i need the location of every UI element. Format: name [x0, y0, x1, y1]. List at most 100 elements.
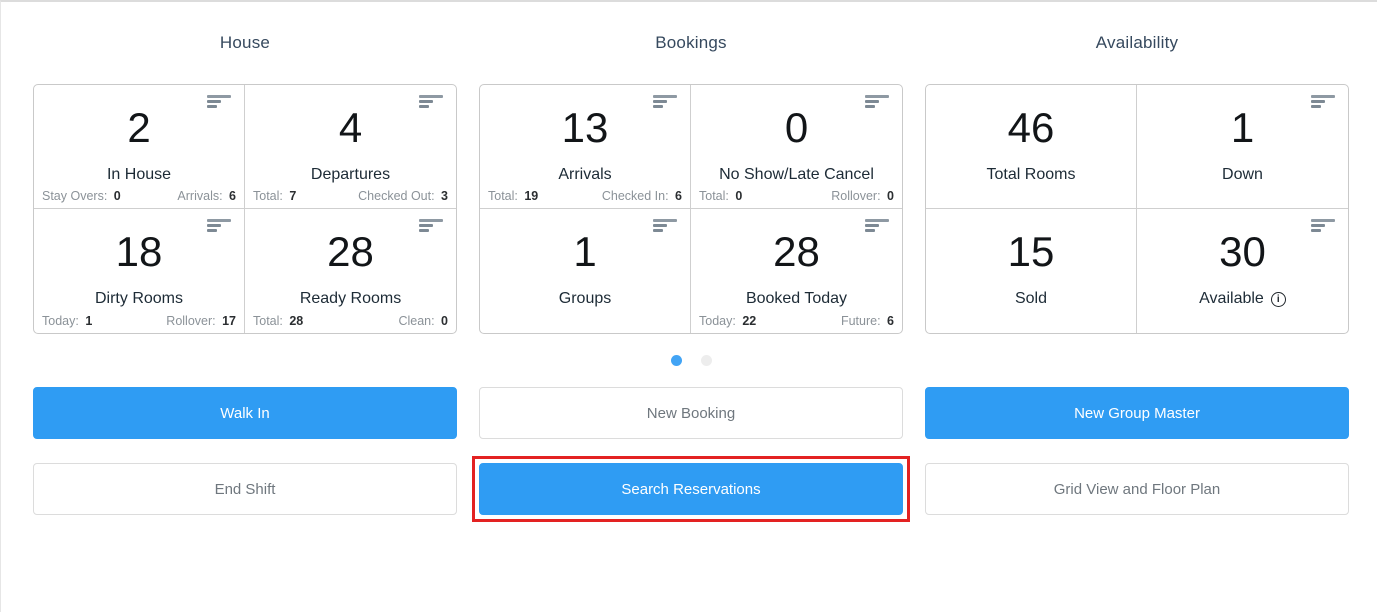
sort-lines-menu-icon[interactable] — [1311, 95, 1335, 111]
kpi-card-in-house[interactable]: 2 In House Stay Overs: 0 Arrivals: 6 — [34, 85, 245, 209]
info-icon[interactable]: i — [1270, 291, 1286, 307]
kpi-value: 30 — [1219, 228, 1266, 275]
end-shift-button[interactable]: End Shift — [33, 463, 457, 515]
kpi-label-text: Departures — [310, 166, 391, 183]
substat-left: Today: 22 — [699, 314, 757, 328]
sort-lines-menu-icon[interactable] — [1311, 219, 1335, 235]
carousel-dots — [33, 334, 457, 387]
substat-left: Total: 19 — [488, 189, 539, 203]
kpi-label: Departures — [311, 166, 390, 184]
section-column-availability: Availability 46 Total Rooms 1 Down 15 So… — [925, 2, 1349, 539]
button-wrap: Walk In — [33, 387, 457, 439]
sort-lines-menu-icon[interactable] — [419, 95, 443, 111]
substat-right: Clean: 0 — [398, 314, 448, 328]
kpi-label: Available i — [1199, 290, 1286, 308]
button-wrap: End Shift — [33, 463, 457, 515]
kpi-panel: 13 Arrivals Total: 19 Checked In: 6 0 No… — [479, 84, 903, 334]
kpi-value: 1 — [573, 228, 597, 275]
sort-lines-menu-icon[interactable] — [419, 219, 443, 235]
kpi-value: 2 — [127, 104, 151, 151]
substat-right: Rollover: 17 — [166, 314, 236, 328]
kpi-card-total-rooms[interactable]: 46 Total Rooms — [926, 85, 1137, 209]
kpi-label-text: Total Rooms — [986, 166, 1076, 183]
section-title: Availability — [1095, 33, 1179, 52]
kpi-panel: 2 In House Stay Overs: 0 Arrivals: 6 4 D… — [33, 84, 457, 334]
carousel-dots — [479, 334, 903, 387]
kpi-label: Ready Rooms — [300, 290, 401, 308]
kpi-value: 18 — [115, 228, 163, 275]
sort-lines-menu-icon[interactable] — [653, 95, 677, 111]
section-buttons: Walk In End Shift — [33, 387, 457, 515]
sort-lines-menu-icon[interactable] — [865, 219, 889, 235]
substat-left: Stay Overs: 0 — [42, 189, 121, 203]
kpi-card-down[interactable]: 1 Down — [1137, 85, 1348, 209]
substat-left: Today: 1 — [42, 314, 93, 328]
button-wrap: New Booking — [479, 387, 903, 439]
carousel-dots — [925, 334, 1349, 387]
kpi-label-text: Ready Rooms — [299, 290, 402, 307]
kpi-label: Dirty Rooms — [95, 290, 183, 308]
kpi-card-dirty-rooms[interactable]: 18 Dirty Rooms Today: 1 Rollover: 17 — [34, 209, 245, 333]
dashboard: House 2 In House Stay Overs: 0 Arrivals:… — [1, 2, 1377, 539]
kpi-value: 1 — [1230, 104, 1255, 151]
kpi-label-text: Groups — [558, 290, 612, 307]
carousel-dot-active[interactable] — [670, 355, 682, 366]
kpi-substats: Stay Overs: 0 Arrivals: 6 — [42, 189, 236, 203]
substat-left: Total: 0 — [699, 189, 743, 203]
annotation-highlight: Search Reservations — [472, 456, 910, 522]
kpi-card-departures[interactable]: 4 Departures Total: 7 Checked Out: 3 — [245, 85, 456, 209]
button-wrap: Grid View and Floor Plan — [925, 463, 1349, 515]
kpi-label-text: Sold — [1014, 290, 1048, 307]
kpi-label-text: Dirty Rooms — [94, 290, 183, 307]
section-buttons: New Booking Search Reservations — [472, 387, 910, 522]
kpi-substats: Total: 0 Rollover: 0 — [699, 189, 894, 203]
substat-right: Rollover: 0 — [831, 189, 894, 203]
kpi-card-no-show-late-cancel[interactable]: 0 No Show/Late Cancel Total: 0 Rollover:… — [691, 85, 902, 209]
kpi-label: Booked Today — [746, 290, 847, 308]
kpi-label: Groups — [559, 290, 611, 308]
section-buttons: New Group Master Grid View and Floor Plan — [925, 387, 1349, 515]
section-title: Bookings — [655, 33, 727, 52]
kpi-card-available[interactable]: 30 Available i — [1137, 209, 1348, 333]
kpi-label: Sold — [1015, 290, 1047, 308]
sort-lines-menu-icon[interactable] — [207, 95, 231, 111]
substat-left: Total: 28 — [253, 314, 304, 328]
kpi-label-text: Booked Today — [745, 290, 848, 307]
kpi-card-arrivals[interactable]: 13 Arrivals Total: 19 Checked In: 6 — [480, 85, 691, 209]
substat-left: Total: 7 — [253, 189, 297, 203]
kpi-value: 46 — [1007, 104, 1055, 151]
carousel-dot[interactable] — [700, 355, 712, 366]
button-wrap: New Group Master — [925, 387, 1349, 439]
new-booking-button[interactable]: New Booking — [479, 387, 903, 439]
kpi-substats: Today: 22 Future: 6 — [699, 314, 894, 328]
kpi-value: 4 — [338, 104, 363, 151]
kpi-value: 28 — [327, 228, 374, 275]
kpi-label: Total Rooms — [987, 166, 1076, 184]
section-column-bookings: Bookings 13 Arrivals Total: 19 Checked I… — [472, 2, 910, 539]
kpi-card-sold[interactable]: 15 Sold — [926, 209, 1137, 333]
kpi-value: 13 — [561, 104, 609, 151]
substat-right: Checked In: 6 — [601, 189, 682, 203]
kpi-label-text: Arrivals — [558, 166, 612, 183]
kpi-value: 28 — [773, 228, 820, 275]
kpi-label-text: In House — [106, 166, 172, 183]
kpi-card-groups[interactable]: 1 Groups — [480, 209, 691, 333]
kpi-label-text: Down — [1222, 166, 1263, 183]
kpi-label: No Show/Late Cancel — [719, 166, 874, 184]
kpi-substats: Total: 19 Checked In: 6 — [488, 189, 682, 203]
kpi-value: 15 — [1007, 228, 1055, 275]
new-group-master-button[interactable]: New Group Master — [925, 387, 1349, 439]
search-reservations-button[interactable]: Search Reservations — [479, 463, 903, 515]
kpi-label: In House — [107, 166, 171, 184]
sort-lines-menu-icon[interactable] — [207, 219, 231, 235]
kpi-card-ready-rooms[interactable]: 28 Ready Rooms Total: 28 Clean: 0 — [245, 209, 456, 333]
grid-view-and-floor-plan-button[interactable]: Grid View and Floor Plan — [925, 463, 1349, 515]
substat-right: Arrivals: 6 — [177, 189, 236, 203]
walk-in-button[interactable]: Walk In — [33, 387, 457, 439]
kpi-value: 0 — [784, 104, 809, 151]
sort-lines-menu-icon[interactable] — [865, 95, 889, 111]
sort-lines-menu-icon[interactable] — [653, 219, 677, 235]
kpi-substats: Total: 28 Clean: 0 — [253, 314, 448, 328]
kpi-card-booked-today[interactable]: 28 Booked Today Today: 22 Future: 6 — [691, 209, 902, 333]
substat-right: Checked Out: 3 — [358, 189, 448, 203]
